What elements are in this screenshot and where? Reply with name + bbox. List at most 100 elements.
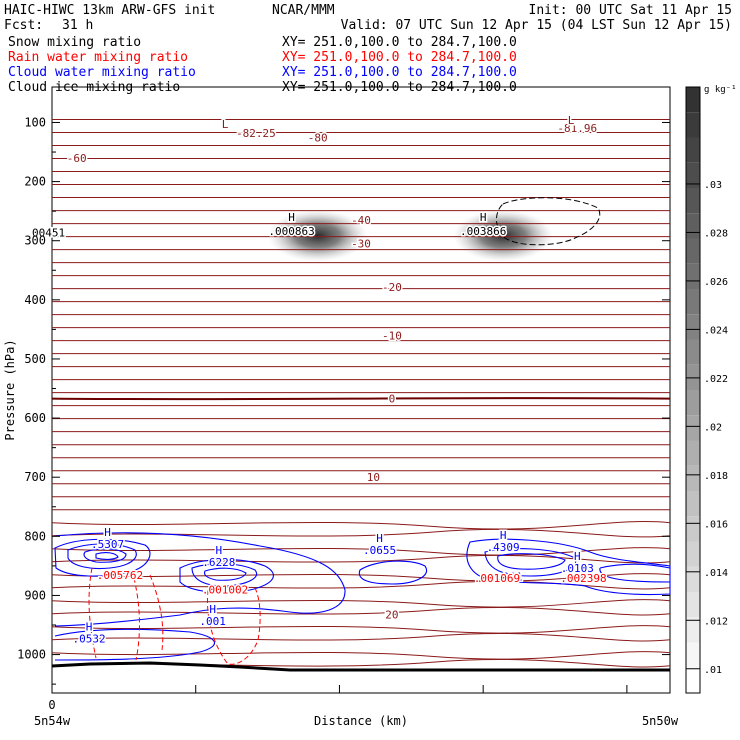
cloud-water-max-value: .0655 <box>363 544 396 557</box>
cloud-water-contour <box>54 532 346 627</box>
rain-water-max-value: .005762 <box>97 569 143 582</box>
field-xy-cloud-water: XY= 251.0,100.0 to 284.7,100.0 <box>282 65 517 80</box>
colorbar-band <box>686 465 700 491</box>
y-tick-label: 300 <box>24 234 46 248</box>
rain-water-max-value: .001002 <box>202 584 248 597</box>
isotherm-label: 0 <box>389 393 396 406</box>
snow-max-marker: H <box>288 211 295 224</box>
cloud-water-max-value: .6228 <box>202 556 235 569</box>
plot-area <box>51 86 671 694</box>
x-axis-label: Distance (km) <box>314 714 408 728</box>
snow-max-value: .000863 <box>268 225 314 238</box>
colorbar-band <box>686 87 700 113</box>
snow-maximum-shading <box>453 209 554 262</box>
colorbar-tick-label: .024 <box>704 325 728 336</box>
snow-max-value: .003866 <box>460 225 506 238</box>
y-tick-label: 1000 <box>17 648 46 662</box>
y-tick-label: 500 <box>24 352 46 366</box>
isotherm-label: -82.25 <box>236 127 276 140</box>
colorbar-band <box>686 162 700 188</box>
colorbar-tick-label: .01 <box>704 665 722 676</box>
colorbar-band <box>686 667 700 693</box>
cloud-water-contour <box>54 538 151 577</box>
colorbar-band <box>686 491 700 517</box>
rain-water-contour <box>88 567 140 661</box>
isotherm-label: 10 <box>367 471 380 484</box>
isotherm <box>51 599 671 608</box>
colorbar-tick-label: .018 <box>704 471 728 482</box>
cloud-water-max-marker: H <box>574 550 581 563</box>
isotherm <box>51 521 671 530</box>
isotherm <box>51 554 671 564</box>
colorbar-band <box>686 592 700 618</box>
forecast-label: Fcst: <box>4 18 43 33</box>
rain-water-contours <box>88 567 261 665</box>
isotherm-label: -81.96 <box>557 122 597 135</box>
colorbar-band <box>686 617 700 643</box>
figure-title: HAIC-HIWC 13km ARW-GFS init <box>4 3 215 18</box>
cloud-water-contour <box>497 553 566 570</box>
colorbar-tick-label: .014 <box>704 568 728 579</box>
colorbar-band <box>686 541 700 567</box>
field-xy-snow: XY= 251.0,100.0 to 284.7,100.0 <box>282 35 517 50</box>
isotherm-label: -60 <box>67 152 87 165</box>
rain-water-max-value: .002398 <box>560 572 606 585</box>
terrain-line <box>51 661 670 672</box>
cloud-water-max-marker: H <box>86 621 93 634</box>
cloud-water-max-marker: H <box>500 529 507 542</box>
isotherm <box>51 632 671 642</box>
isotherm <box>51 547 671 556</box>
snow-shading <box>267 209 554 262</box>
colorbar-band <box>686 516 700 542</box>
isotherm-label: -20 <box>382 281 402 294</box>
y-tick-label: 200 <box>24 175 46 189</box>
colorbar-band <box>686 314 700 340</box>
y-tick-label: 800 <box>24 529 46 543</box>
cloud-water-contour <box>358 560 428 585</box>
colorbar-tick-label: .026 <box>704 277 728 288</box>
cloud-water-contour <box>203 567 247 581</box>
x-end-label-right: 5n50w <box>642 714 679 728</box>
x-tick-zero: 0 <box>48 698 55 712</box>
colorbar-tick-label: .022 <box>704 374 728 385</box>
colorbar-band <box>686 289 700 315</box>
colorbar-band <box>686 263 700 289</box>
colorbar-band <box>686 390 700 416</box>
isotherm <box>51 580 671 590</box>
colorbar: .01 .012 .014 .016 .018 .02 .022 .024 .026 .028 .0… <box>685 86 728 694</box>
cloud-water-max-marker: H <box>376 532 383 545</box>
rain-water-max-value: .001069 <box>474 572 520 585</box>
field-xy-rain: XY= 251.0,100.0 to 284.7,100.0 <box>282 50 517 65</box>
cloud-water-contour <box>67 543 137 570</box>
colorbar-tick-label: .016 <box>704 519 728 530</box>
colorbar-band <box>686 415 700 441</box>
colorbar-frame <box>685 86 701 694</box>
cloud-water-contour <box>54 628 215 661</box>
field-name-snow: Snow mixing ratio <box>8 35 141 50</box>
snow-contour-dashed <box>496 197 601 246</box>
colorbar-band <box>686 112 700 138</box>
colorbar-tick-label: .02 <box>704 422 722 433</box>
colorbar-band <box>686 213 700 239</box>
cloud-water-contour <box>599 563 671 583</box>
snow-maximum-shading <box>267 209 368 262</box>
cloud-water-max-value: .0532 <box>73 633 106 646</box>
isotherm-label: -30 <box>351 238 371 251</box>
y-axis-label: Pressure (hPa) <box>3 339 17 440</box>
colorbar-band <box>686 566 700 592</box>
temperature-isotherms <box>51 119 671 668</box>
cloud-water-max-value: .0103 <box>561 562 594 575</box>
x-axis <box>51 685 628 693</box>
organization: NCAR/MMM <box>272 3 335 18</box>
cloud-water-contour <box>95 552 119 560</box>
cloud-water-contour <box>83 548 127 563</box>
cloud-water-max-value: .4309 <box>487 541 520 554</box>
isotherm-low-marker: L <box>568 114 575 127</box>
y-tick-label: 600 <box>24 411 46 425</box>
colorbar-band <box>686 642 700 668</box>
isotherm-label: -10 <box>382 329 402 342</box>
colorbar-band <box>686 364 700 390</box>
colorbar-tick-label: .028 <box>704 228 728 239</box>
